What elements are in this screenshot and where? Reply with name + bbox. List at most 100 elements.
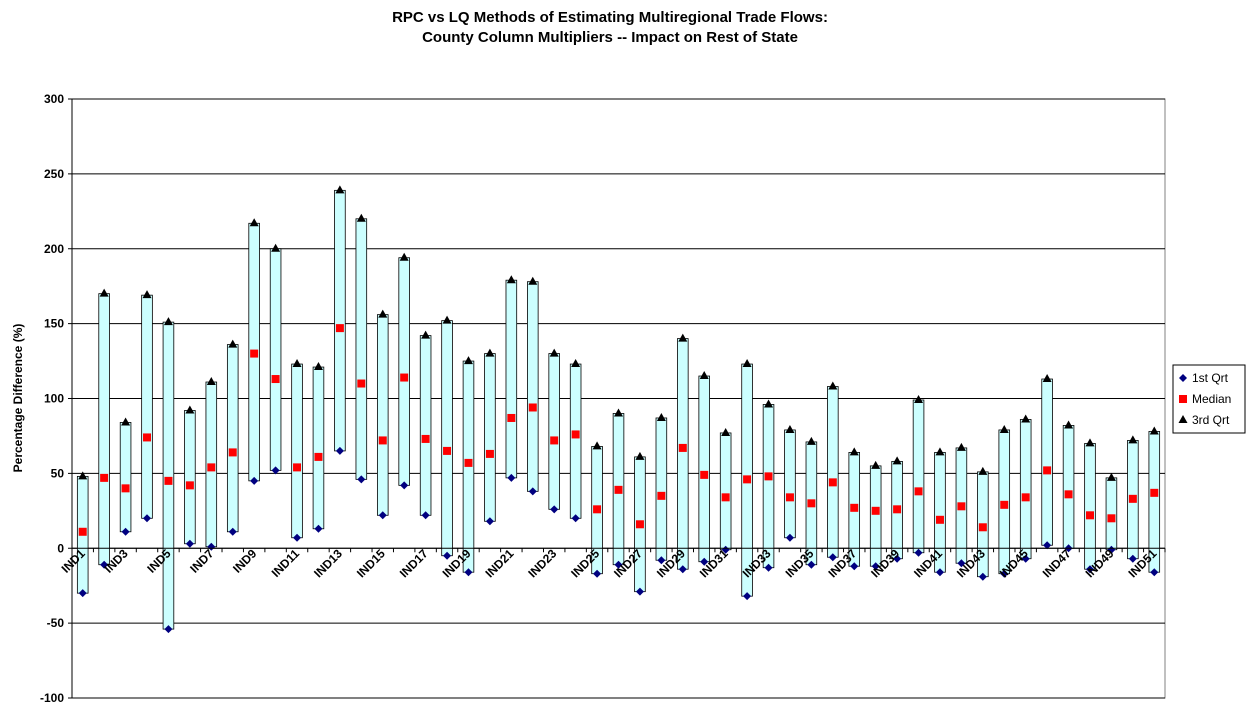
marker-triangle <box>614 408 623 417</box>
marker-diamond <box>164 625 173 634</box>
y-tick-label: 50 <box>51 466 65 480</box>
marker-square <box>850 503 859 512</box>
marker-triangle <box>1021 414 1031 423</box>
marker-diamond <box>335 446 344 455</box>
y-tick-label: 0 <box>57 541 64 555</box>
marker-diamond <box>528 487 537 496</box>
marker-triangle <box>656 412 666 421</box>
marker-square <box>1085 511 1094 520</box>
marker-diamond <box>657 556 666 565</box>
marker-square <box>914 487 923 496</box>
marker-square <box>721 493 730 502</box>
range-bar <box>762 404 775 569</box>
marker-square <box>593 505 602 514</box>
marker-diamond <box>185 539 194 548</box>
range-bar <box>655 417 668 561</box>
marker-square <box>78 527 87 536</box>
marker-diamond <box>957 559 966 568</box>
marker-diamond <box>271 466 280 475</box>
marker-diamond <box>635 587 644 596</box>
marker-triangle <box>78 471 88 480</box>
range-bar <box>269 248 282 471</box>
marker-square <box>743 475 752 484</box>
marker-diamond <box>700 557 709 566</box>
range-bar <box>719 432 732 551</box>
range-bar <box>484 353 496 522</box>
marker-diamond <box>121 527 130 536</box>
marker-diamond <box>143 514 152 523</box>
marker-diamond <box>485 517 494 526</box>
marker-square <box>1128 494 1137 503</box>
marker-triangle <box>292 359 302 368</box>
range-bar <box>677 338 689 570</box>
marker-triangle <box>313 362 323 371</box>
marker-triangle <box>1042 374 1052 383</box>
marker-triangle <box>228 339 238 348</box>
marker-triangle <box>1178 415 1188 423</box>
marker-square <box>314 452 323 461</box>
marker-triangle <box>699 371 709 380</box>
marker-diamond <box>78 589 87 598</box>
marker-triangle <box>914 394 924 403</box>
marker-square <box>250 349 259 358</box>
marker-square <box>957 502 966 511</box>
marker-diamond <box>850 562 859 571</box>
marker-square <box>485 449 494 458</box>
marker-diamond <box>464 568 473 577</box>
range-bar <box>398 257 410 486</box>
marker-triangle <box>163 317 173 326</box>
chart-subtitle: County Column Multipliers -- Impact on R… <box>422 29 798 46</box>
marker-square <box>614 485 623 494</box>
marker-diamond <box>935 568 944 577</box>
marker-diamond <box>871 562 880 571</box>
marker-diamond <box>828 553 837 562</box>
marker-square <box>785 493 794 502</box>
marker-diamond <box>1000 569 1009 578</box>
range-bar <box>141 294 153 519</box>
range-bar <box>827 386 839 558</box>
marker-triangle <box>335 185 345 194</box>
marker-triangle <box>99 288 109 297</box>
marker-triangle <box>978 466 988 475</box>
marker-diamond <box>743 592 752 601</box>
marker-triangle <box>742 359 752 368</box>
marker-square <box>378 436 387 445</box>
range-bar <box>226 344 239 533</box>
range-bar <box>548 353 560 510</box>
marker-triangle <box>206 377 216 386</box>
marker-square <box>1064 490 1073 499</box>
range-bar <box>355 218 368 480</box>
marker-triangle <box>892 456 902 465</box>
marker-diamond <box>1085 565 1094 574</box>
marker-triangle <box>785 424 795 433</box>
marker-diamond <box>571 514 580 523</box>
marker-square <box>464 458 473 467</box>
marker-square <box>1043 466 1052 475</box>
range-bar <box>869 465 882 567</box>
marker-diamond <box>378 511 387 520</box>
marker-diamond <box>1107 545 1116 554</box>
marker-diamond <box>893 554 902 563</box>
marker-triangle <box>1064 420 1074 429</box>
marker-square <box>164 476 173 485</box>
marker-diamond <box>614 560 623 569</box>
marker-diamond <box>250 476 259 485</box>
marker-diamond <box>207 542 216 551</box>
marker-diamond <box>228 527 237 536</box>
legend-label: 3rd Qrt <box>1192 413 1230 427</box>
chart-title: RPC vs LQ Methods of Estimating Multireg… <box>392 9 828 26</box>
marker-square <box>185 481 194 490</box>
marker-triangle <box>485 348 495 357</box>
marker-square <box>1000 500 1009 509</box>
marker-triangle <box>592 441 602 450</box>
y-axis-label: Percentage Difference (%) <box>11 324 25 473</box>
range-bar <box>376 314 389 516</box>
marker-square <box>657 491 666 500</box>
range-bar <box>419 335 432 516</box>
marker-square <box>400 373 409 382</box>
marker-square <box>893 505 902 514</box>
marker-diamond <box>443 551 452 560</box>
range-bar <box>162 321 175 630</box>
marker-diamond <box>400 481 409 490</box>
marker-square <box>335 324 344 333</box>
